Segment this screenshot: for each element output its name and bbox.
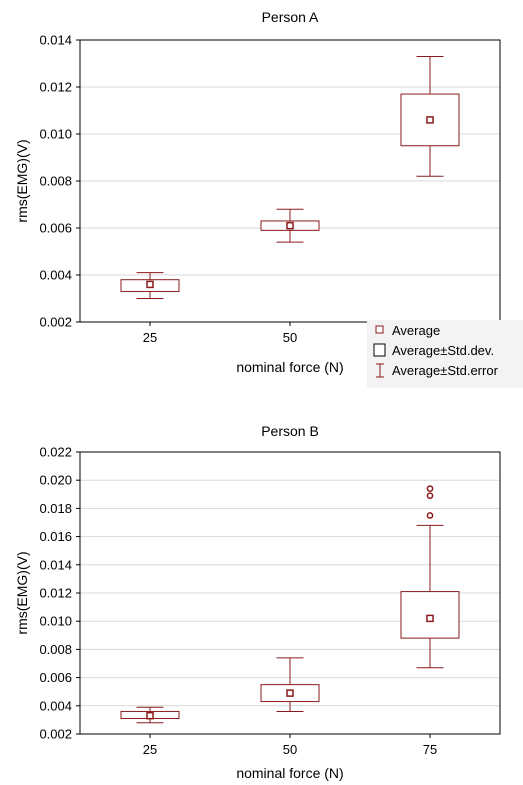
legend-std-error-label: Average±Std.error <box>392 363 499 378</box>
average-point <box>286 689 294 697</box>
x-tick-label: 25 <box>143 330 157 345</box>
x-axis-ticks: 25 50 75 <box>143 734 437 757</box>
legend-average-label: Average <box>392 323 440 338</box>
box-marks <box>120 55 460 299</box>
chart-title: Person A <box>262 9 319 25</box>
y-tick-label: 0.006 <box>39 670 72 685</box>
y-tick-label: 0.022 <box>39 445 72 460</box>
average-point <box>286 221 294 230</box>
legend-item-std-error: Average±Std.error <box>376 363 499 378</box>
legend-background <box>367 320 523 388</box>
y-tick-label: 0.002 <box>39 315 72 330</box>
y-tick-label: 0.012 <box>39 586 72 601</box>
y-axis-ticks: 0.002 0.004 0.006 0.008 0.010 0.012 0.014 0.016… <box>39 445 80 742</box>
x-tick-label: 75 <box>423 742 437 757</box>
y-tick-label: 0.010 <box>39 614 72 629</box>
y-tick-label: 0.014 <box>39 33 72 48</box>
legend-box-symbol <box>373 343 386 357</box>
legend-whisker-symbol <box>376 363 384 378</box>
y-tick-label: 0.018 <box>39 501 72 516</box>
y-tick-label: 0.014 <box>39 557 72 572</box>
y-tick-label: 0.004 <box>39 268 72 283</box>
y-tick-label: 0.008 <box>39 642 72 657</box>
average-point <box>426 614 434 623</box>
x-axis-ticks: 25 50 <box>143 322 297 345</box>
y-tick-label: 0.006 <box>39 221 72 236</box>
y-tick-label: 0.020 <box>39 473 72 488</box>
y-tick-label: 0.008 <box>39 174 72 189</box>
outlier-point <box>426 492 434 500</box>
y-tick-label: 0.002 <box>39 727 72 742</box>
y-tick-label: 0.004 <box>39 698 72 713</box>
chart-person-b: Person B 0.0020.0040.0060.0080.0100.0120… <box>14 423 501 781</box>
y-tick-label: 0.016 <box>39 529 72 544</box>
legend-std-dev-label: Average±Std.dev. <box>392 343 494 358</box>
chart-person-a: Person A 0.0020.0040.0060.0080.0100.0120… <box>14 9 501 375</box>
legend-item-std-dev: Average±Std.dev. <box>373 343 494 358</box>
y-tick-label: 0.010 <box>39 127 72 142</box>
average-point <box>426 116 434 124</box>
box-marks <box>120 485 460 724</box>
outlier-point <box>426 485 434 493</box>
y-axis-label: rms(EMG)(V) <box>14 139 30 222</box>
legend-item-average: Average <box>375 323 440 338</box>
average-point <box>146 711 154 720</box>
x-tick-label: 50 <box>283 742 297 757</box>
y-axis-label: rms(EMG)(V) <box>14 551 30 634</box>
x-tick-label: 25 <box>143 742 157 757</box>
y-tick-label: 0.012 <box>39 80 72 95</box>
y-axis-ticks: 0.002 0.004 0.006 0.008 0.010 0.012 0.014 <box>39 33 80 330</box>
legend: Average Average±Std.dev. Average±Std.err… <box>367 320 523 388</box>
x-axis-label: nominal force (N) <box>236 765 343 781</box>
legend-average-symbol <box>375 325 384 334</box>
x-axis-label: nominal force (N) <box>236 359 343 375</box>
x-tick-label: 50 <box>283 330 297 345</box>
average-point <box>146 280 154 289</box>
chart-title: Person B <box>261 423 319 439</box>
outlier-point <box>426 512 434 519</box>
